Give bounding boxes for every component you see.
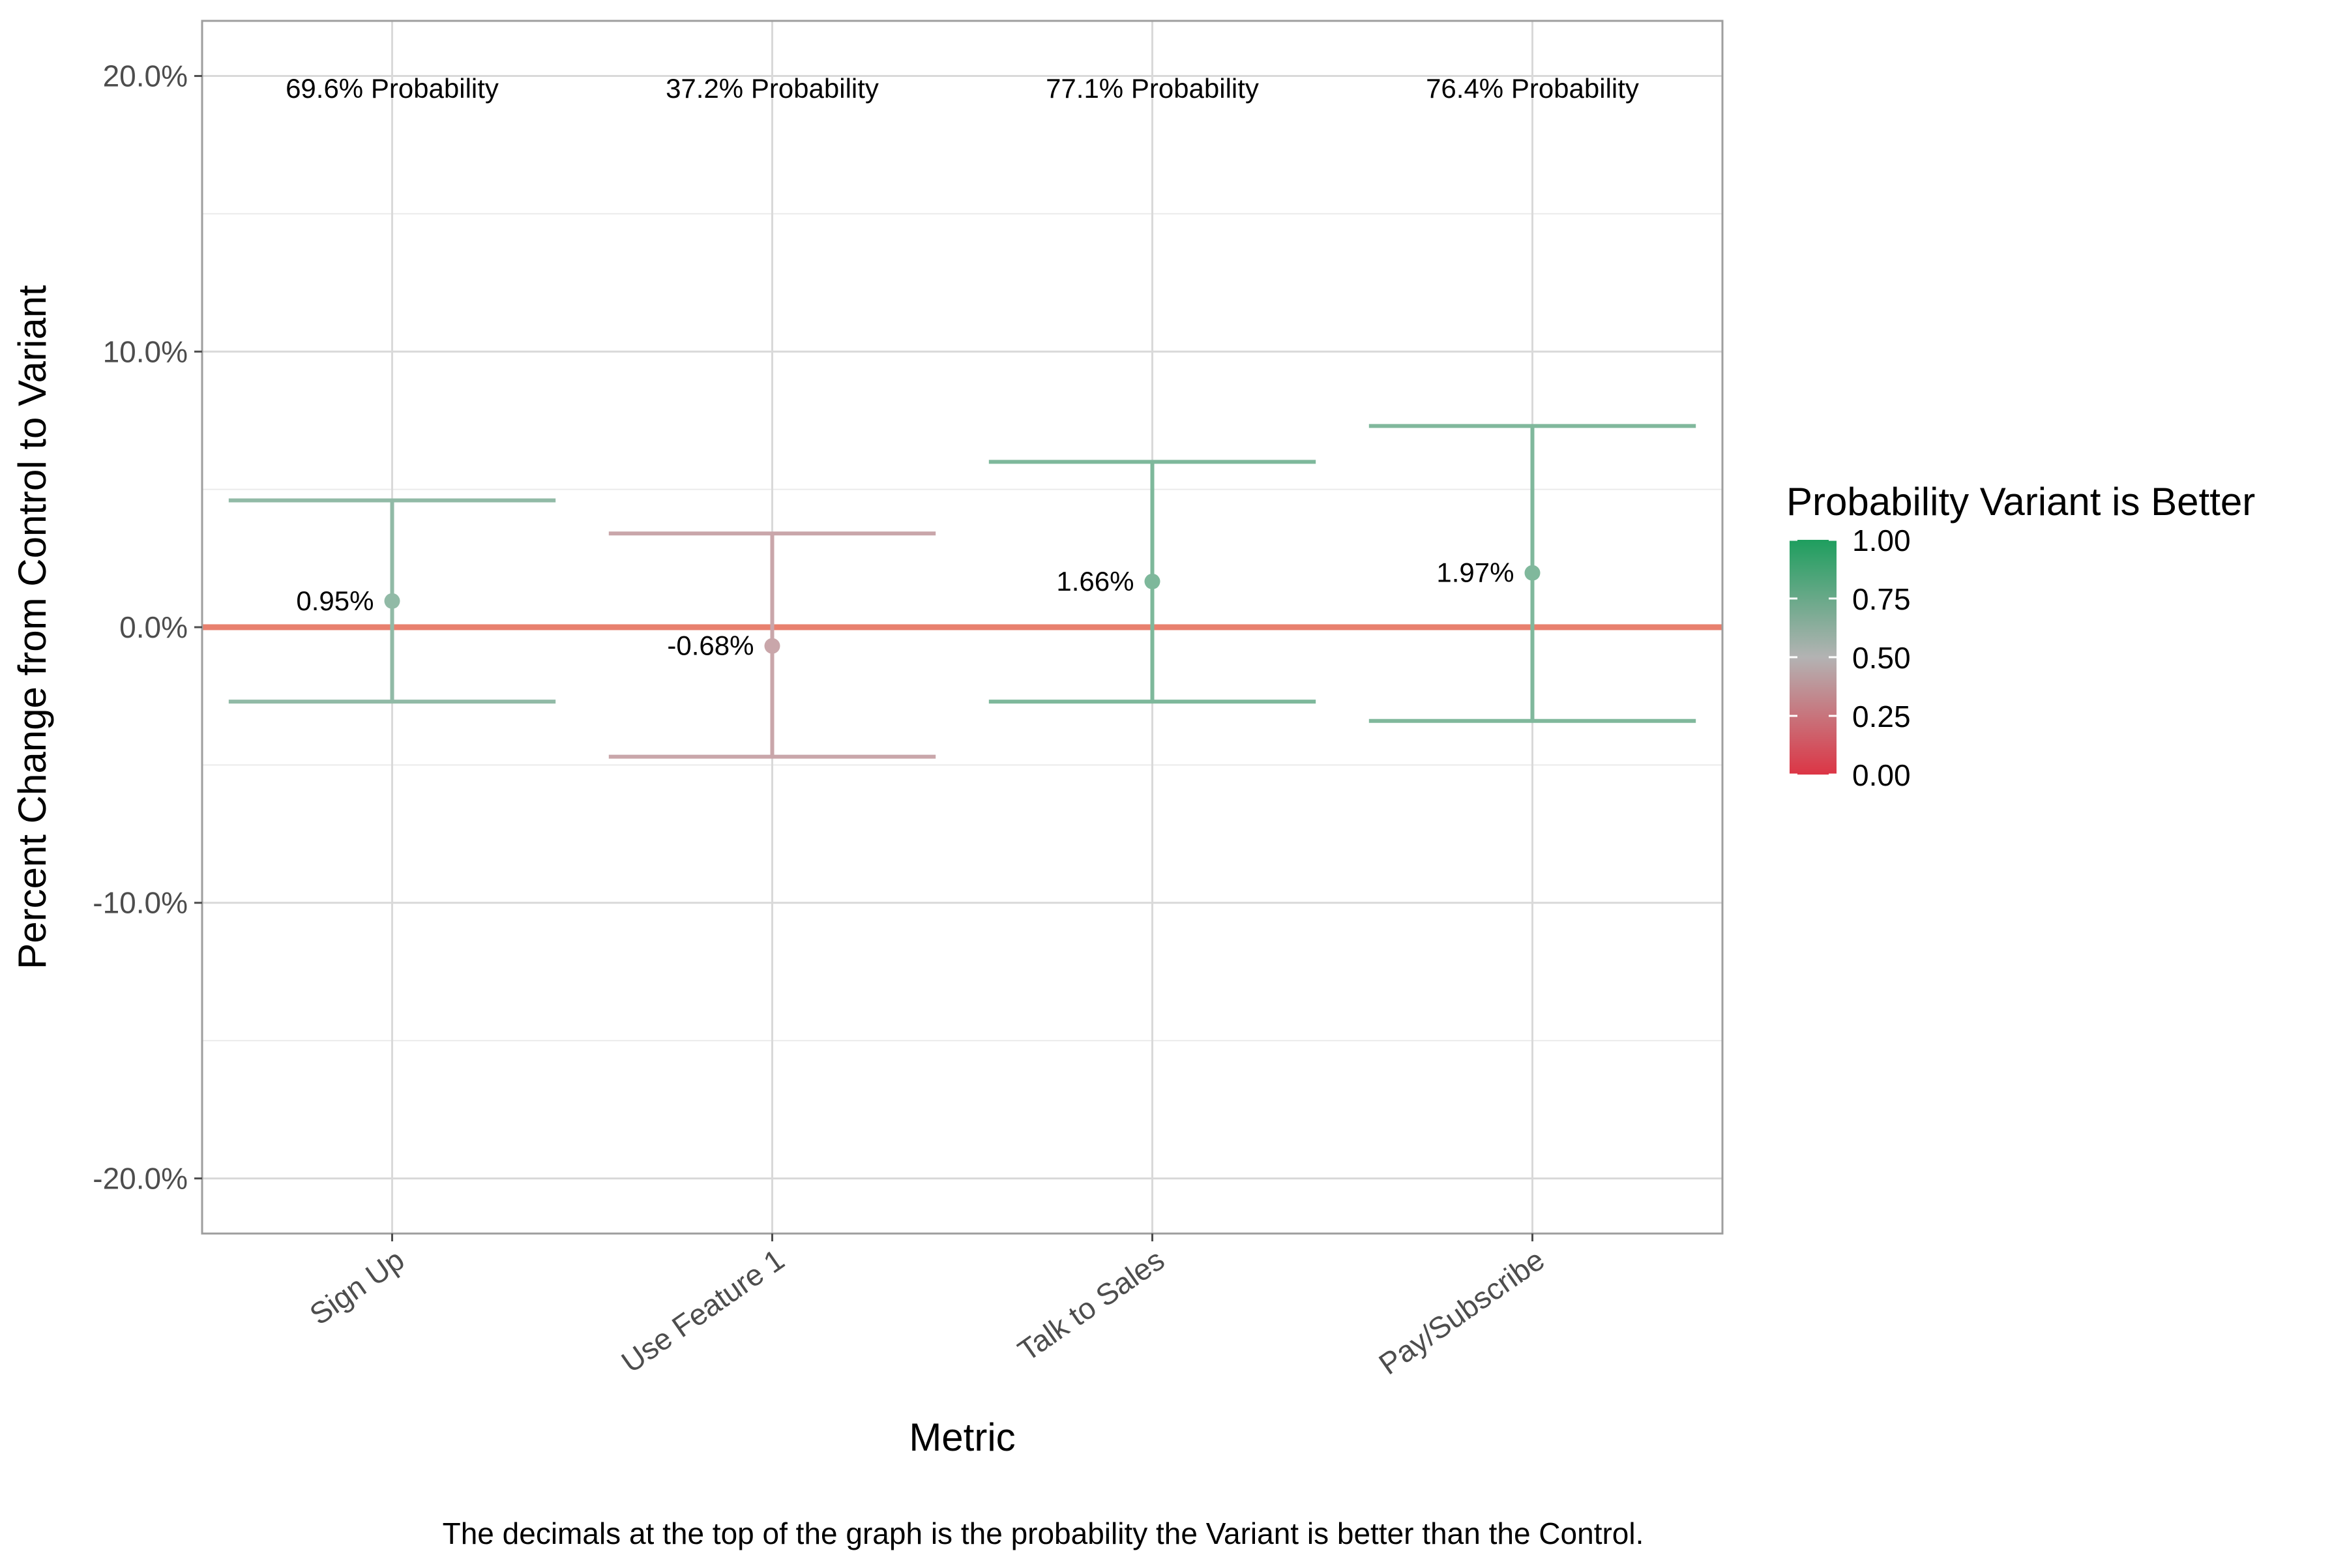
probability-label: 37.2% Probability <box>666 73 879 104</box>
point-label: 1.66% <box>1056 566 1134 597</box>
legend-label: 0.50 <box>1852 641 1911 675</box>
legend-title: Probability Variant is Better <box>1786 480 2255 524</box>
point-label: 1.97% <box>1436 557 1514 588</box>
y-tick-label: 10.0% <box>103 334 188 368</box>
plot-panel <box>201 20 1724 1235</box>
y-tick-label: 0.0% <box>119 610 188 644</box>
probability-label: 76.4% Probability <box>1426 73 1639 104</box>
chart-marks <box>228 424 1696 759</box>
point-label: -0.68% <box>667 630 754 661</box>
estimate-point <box>384 593 400 609</box>
legend-label: 0.75 <box>1852 582 1911 616</box>
legend-label: 0.25 <box>1852 700 1911 733</box>
y-tick-label: 20.0% <box>103 59 188 93</box>
legend-label: 1.00 <box>1852 524 1911 557</box>
probability-label: 77.1% Probability <box>1046 73 1259 104</box>
legend: Probability Variant is Better 0.00 0.25 0.5… <box>1786 480 2255 792</box>
x-tick-label: Use Feature 1 <box>615 1243 791 1380</box>
y-tick-label: -20.0% <box>93 1161 188 1195</box>
x-tick-label: Talk to Sales <box>1012 1243 1170 1368</box>
y-axis-title: Percent Change from Control to Variant <box>10 285 54 969</box>
y-tick-label: -10.0% <box>93 886 188 920</box>
x-axis-title: Metric <box>909 1415 1015 1459</box>
probability-label: 69.6% Probability <box>286 73 499 104</box>
caption: The decimals at the top of the graph is … <box>443 1516 1644 1550</box>
estimate-point <box>1524 565 1541 581</box>
x-tick-label: Sign Up <box>303 1243 410 1331</box>
legend-label: 0.00 <box>1852 758 1911 792</box>
x-tick-label: Pay/Subscribe <box>1372 1243 1550 1382</box>
estimate-point <box>1144 573 1160 589</box>
point-label: 0.95% <box>296 585 374 616</box>
estimate-point <box>764 638 780 654</box>
chart-text: 0.95% 69.6% Probability -0.68% 37.2% Probab… <box>10 59 1644 1550</box>
